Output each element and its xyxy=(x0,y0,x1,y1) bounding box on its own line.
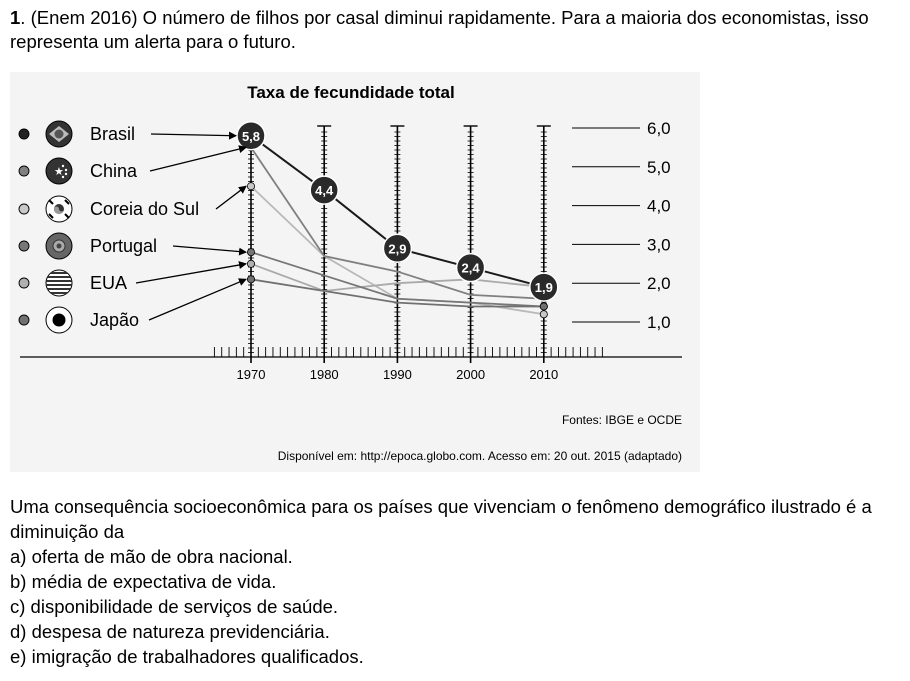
flag-trigram xyxy=(48,213,54,219)
legend-swatch-brasil xyxy=(18,128,30,140)
japan-flag-icon xyxy=(45,306,73,334)
series-line-japão xyxy=(250,278,544,308)
flag-globe xyxy=(54,129,64,139)
brasil-data-point xyxy=(309,175,339,205)
flag-taegeuk-lower xyxy=(54,206,64,214)
flag-shield xyxy=(56,243,62,249)
data-point xyxy=(539,310,548,319)
legend-label-brasil: Brasil xyxy=(90,124,135,144)
chart-title: Taxa de fecundidade total xyxy=(247,83,455,102)
flag-trigram xyxy=(48,199,54,205)
series-line-portugal xyxy=(250,251,544,308)
flag-small-star xyxy=(61,175,65,179)
legend-swatch-china xyxy=(18,165,30,177)
legend-label-eua: EUA xyxy=(90,273,127,293)
brasil-data-point xyxy=(382,233,413,264)
data-point xyxy=(246,248,255,257)
question-text: . (Enem 2016) O número de filhos por cas… xyxy=(10,7,869,52)
y-tick-label: 5,0 xyxy=(647,158,671,177)
legend-leader-arrow xyxy=(148,278,247,321)
question-number: 1 xyxy=(10,7,21,28)
flag-small-star xyxy=(64,172,68,176)
brazil-flag-icon xyxy=(45,120,73,148)
y-tick-label: 1,0 xyxy=(647,313,671,332)
legend-leader-arrow xyxy=(135,261,247,284)
x-tick-label: 2000 xyxy=(456,367,485,382)
x-tick-label: 1970 xyxy=(237,367,266,382)
flag-small-star xyxy=(61,164,65,168)
series-line-eua xyxy=(250,262,544,292)
y-tick-label: 2,0 xyxy=(647,274,671,293)
flag-trigram xyxy=(64,213,70,219)
legend-label-portugal: Portugal xyxy=(90,236,157,256)
data-label: 4,4 xyxy=(315,183,334,198)
option-b[interactable]: b) média de expectativa de vida. xyxy=(10,571,277,592)
south-korea-flag-icon xyxy=(45,195,73,223)
prompt-text: Uma consequência socioeconômica para os … xyxy=(10,496,872,542)
brasil-data-point xyxy=(529,272,559,302)
legend-leader-arrow xyxy=(149,145,247,172)
brasil-data-point xyxy=(236,121,266,151)
legend-swatch-eua xyxy=(18,277,30,289)
usa-flag-icon xyxy=(45,269,73,297)
flag-small-star xyxy=(64,168,68,172)
option-a[interactable]: a) oferta de mão de obra nacional. xyxy=(10,546,293,567)
flag-sun xyxy=(52,313,66,327)
legend-label-coreia-do-sul: Coreia do Sul xyxy=(90,199,199,219)
brasil-data-point xyxy=(455,252,486,283)
option-e[interactable]: e) imigração de trabalhadores qualificad… xyxy=(10,646,364,667)
x-tick-label: 1980 xyxy=(310,367,339,382)
chart-panel: Taxa de fecundidade total 1970 1980 1990 20… xyxy=(10,72,700,472)
legend-swatch-japão xyxy=(18,314,30,326)
y-tick-label: 4,0 xyxy=(647,197,671,216)
legend-swatch-coreia-do-sul xyxy=(18,203,30,215)
data-label: 2,9 xyxy=(388,241,406,256)
data-point xyxy=(246,275,255,284)
legend-leader-arrow xyxy=(172,245,247,256)
data-label: 2,4 xyxy=(462,261,481,276)
flag-trigram xyxy=(64,199,70,205)
x-tick-label: 1990 xyxy=(383,367,412,382)
option-d[interactable]: d) despesa de natureza previdenciária. xyxy=(10,621,330,642)
data-point xyxy=(246,259,255,268)
y-tick-label: 3,0 xyxy=(647,235,671,254)
series-line-china xyxy=(250,146,544,300)
legend-label-japão: Japão xyxy=(90,310,139,330)
x-tick-label: 2010 xyxy=(529,367,558,382)
data-point xyxy=(246,182,255,191)
data-label: 1,9 xyxy=(535,280,553,295)
legend-leader-arrow xyxy=(215,185,247,210)
y-tick-label: 6,0 xyxy=(647,119,671,138)
fertility-chart: Taxa de fecundidade total 1970 1980 1990 20… xyxy=(18,83,682,463)
chart-citation: Disponível em: http://epoca.globo.com. A… xyxy=(278,449,682,463)
legend-leader-arrow xyxy=(150,131,237,140)
question-prompt: Uma consequência socioeconômica para os … xyxy=(10,494,900,669)
legend-swatch-portugal xyxy=(18,240,30,252)
question-statement: 1. (Enem 2016) O número de filhos por ca… xyxy=(10,6,900,54)
data-point xyxy=(539,302,548,311)
option-c[interactable]: c) disponibilidade de serviços de saúde. xyxy=(10,596,339,617)
data-label: 5,8 xyxy=(242,129,260,144)
flag-circle xyxy=(45,157,73,185)
flag-star: ★ xyxy=(54,165,64,178)
legend-label-china: China xyxy=(90,161,138,181)
china-flag-icon: ★ xyxy=(45,157,73,185)
portugal-flag-icon xyxy=(45,232,73,260)
chart-source: Fontes: IBGE e OCDE xyxy=(562,413,682,427)
